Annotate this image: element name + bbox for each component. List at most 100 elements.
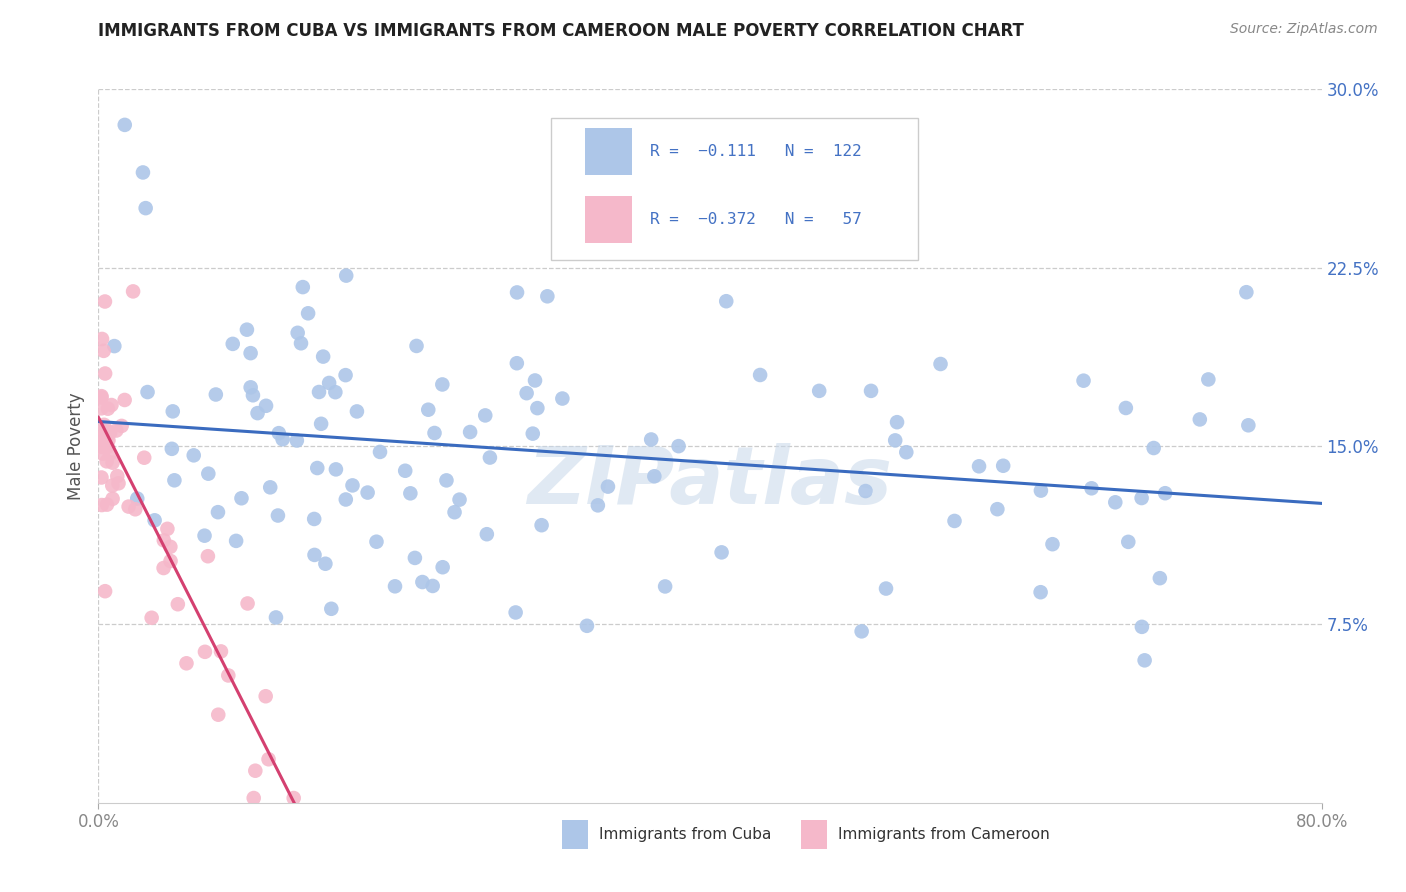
Point [236,323,259,337]
Point [368,445,391,459]
Point [505,606,527,620]
Point [207,707,229,722]
Point [1029,483,1052,498]
Point [875,582,897,596]
Point [522,426,544,441]
Point [993,458,1015,473]
Point [1116,534,1139,549]
FancyBboxPatch shape [562,821,588,849]
Point [100,398,122,412]
Point [384,579,406,593]
Point [808,384,831,398]
Point [134,450,156,465]
Point [860,384,883,398]
Point [111,418,134,433]
Point [1042,537,1064,551]
Point [242,388,264,402]
Point [114,392,136,407]
Point [97,401,120,416]
FancyBboxPatch shape [551,118,918,260]
Point [335,268,357,283]
Point [90,498,112,512]
Point [478,450,501,465]
Point [287,326,309,340]
Point [536,289,558,303]
Point [422,579,444,593]
Point [245,764,267,778]
Point [411,575,433,590]
Point [127,491,149,506]
Point [94,584,117,599]
Point [103,339,125,353]
Point [97,434,120,448]
Point [1133,653,1156,667]
Point [209,644,232,658]
Point [197,467,219,481]
Point [986,502,1008,516]
Point [257,752,280,766]
Point [90,436,112,450]
Point [96,427,118,442]
Point [297,306,319,320]
Point [90,401,112,416]
Point [886,415,908,429]
Point [855,483,877,498]
Point [254,690,277,704]
Point [474,409,496,423]
Point [1115,401,1137,415]
Point [1073,374,1095,388]
Point [285,434,308,448]
Point [290,336,312,351]
Point [1080,481,1102,495]
Point [943,514,966,528]
Point [143,513,166,527]
Point [163,473,186,487]
Y-axis label: Male Poverty: Male Poverty [66,392,84,500]
Point [551,392,574,406]
Point [506,356,529,370]
Point [1237,418,1260,433]
Point [458,425,481,439]
Point [929,357,952,371]
Point [366,534,388,549]
Point [132,165,155,179]
Point [318,376,340,390]
Point [475,527,498,541]
Point [526,401,548,416]
Point [884,434,907,448]
Point [506,285,529,300]
FancyBboxPatch shape [585,196,631,243]
Point [159,554,181,568]
Point [309,417,332,431]
Point [91,332,114,346]
Point [312,350,335,364]
Point [443,505,465,519]
Point [304,548,326,562]
Point [851,624,873,639]
Point [325,462,347,476]
Point [716,294,738,309]
Point [205,387,228,401]
Point [302,512,325,526]
Text: R =  −0.111   N =  122: R = −0.111 N = 122 [650,145,862,159]
Point [342,478,364,492]
Point [105,469,128,483]
Point [254,399,277,413]
Point [101,456,124,470]
Point [449,492,471,507]
Point [436,474,458,488]
Point [432,560,454,574]
Point [159,540,181,554]
Point [283,791,305,805]
Point [432,377,454,392]
Point [271,432,294,446]
Point [94,367,117,381]
Point [246,406,269,420]
Text: R =  −0.372   N =   57: R = −0.372 N = 57 [650,212,862,227]
Point [107,476,129,491]
Point [1197,372,1219,386]
Text: ZIPatlas: ZIPatlas [527,442,893,521]
Point [1149,571,1171,585]
Point [207,505,229,519]
Point [399,486,422,500]
